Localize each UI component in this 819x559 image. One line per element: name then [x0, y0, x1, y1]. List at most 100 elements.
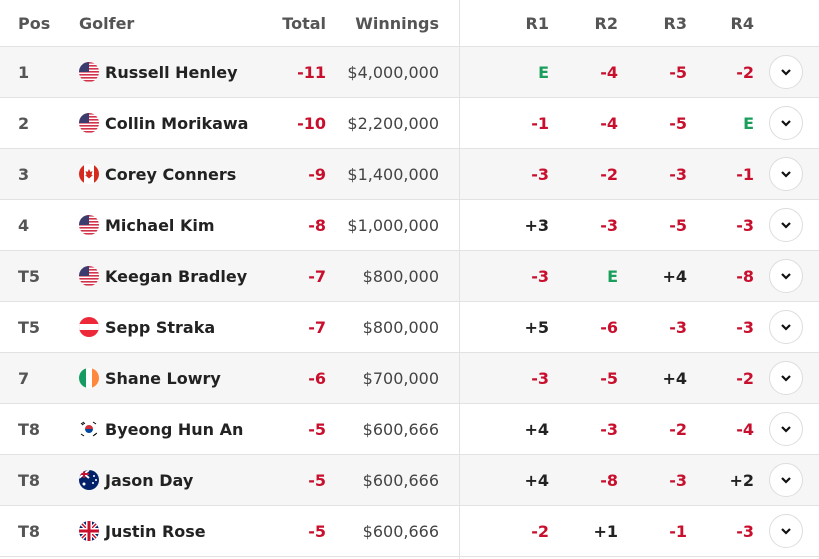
winnings: $800,000 [362, 266, 439, 286]
chevron-down-icon [781, 222, 791, 229]
australia-flag-icon [79, 470, 99, 490]
total-score: -7 [308, 317, 326, 337]
position: 7 [18, 368, 30, 388]
chevron-down-icon [781, 477, 791, 484]
r1-score: +4 [524, 470, 549, 490]
table-row[interactable]: T8 Justin Rose -5 $600,666 -2 +1 -1 -3 [0, 506, 819, 557]
r2-score: -2 [600, 164, 618, 184]
total-score: -7 [308, 266, 326, 286]
table-row[interactable]: T5 Sepp Straka -7 $800,000 +5 -6 -3 -3 [0, 302, 819, 353]
golfer-name[interactable]: Keegan Bradley [105, 266, 248, 286]
r3-score: -5 [669, 113, 687, 133]
header-total[interactable]: Total [282, 13, 326, 33]
golfer-cell: Corey Conners [79, 149, 236, 199]
table-row[interactable]: T5 Keegan Bradley -7 $800,000 -3 E +4 -8 [0, 251, 819, 302]
r2-score: -3 [600, 215, 618, 235]
r1-score: -3 [531, 164, 549, 184]
r4-score: -2 [736, 62, 754, 82]
winnings: $2,200,000 [347, 113, 439, 133]
table-row[interactable]: 2 Collin Morikawa -10 $2,200,000 -1 -4 -5 E [0, 98, 819, 149]
table-header: Pos Golfer Total Winnings R1 R2 R3 R4 [0, 0, 819, 47]
header-r4[interactable]: R4 [730, 13, 754, 33]
total-score: -5 [308, 521, 326, 541]
r3-score: +4 [662, 266, 687, 286]
golfer-name[interactable]: Byeong Hun An [105, 419, 244, 439]
golfer-name[interactable]: Justin Rose [105, 521, 206, 541]
chevron-down-icon [781, 528, 791, 535]
r4-score: -8 [736, 266, 754, 286]
r4-score: -4 [736, 419, 754, 439]
expand-button[interactable] [769, 157, 803, 191]
golfer-cell: Jason Day [79, 455, 193, 505]
r3-score: -3 [669, 317, 687, 337]
r1-score: -3 [531, 266, 549, 286]
expand-button[interactable] [769, 106, 803, 140]
r4-score: -3 [736, 317, 754, 337]
golfer-name[interactable]: Sepp Straka [105, 317, 216, 337]
r2-score: -4 [600, 62, 618, 82]
header-r2[interactable]: R2 [594, 13, 618, 33]
chevron-down-icon [781, 69, 791, 76]
header-pos[interactable]: Pos [18, 13, 51, 33]
golfer-name[interactable]: Russell Henley [105, 62, 238, 82]
expand-button[interactable] [769, 463, 803, 497]
expand-button[interactable] [769, 259, 803, 293]
r3-score: -1 [669, 521, 687, 541]
header-r1[interactable]: R1 [525, 13, 549, 33]
golfer-cell: Justin Rose [79, 506, 206, 556]
winnings: $4,000,000 [347, 62, 439, 82]
golfer-name[interactable]: Shane Lowry [105, 368, 221, 388]
expand-button[interactable] [769, 412, 803, 446]
usa-flag-icon [79, 113, 99, 133]
chevron-down-icon [781, 426, 791, 433]
expand-button[interactable] [769, 514, 803, 548]
header-winnings[interactable]: Winnings [355, 13, 439, 33]
chevron-down-icon [781, 120, 791, 127]
total-score: -9 [308, 164, 326, 184]
golfer-name[interactable]: Michael Kim [105, 215, 215, 235]
table-row[interactable]: T8 Jason Day -5 $600,666 +4 -8 -3 +2 [0, 455, 819, 506]
r4-score: E [743, 113, 754, 133]
position: 2 [18, 113, 30, 133]
header-golfer[interactable]: Golfer [79, 13, 135, 33]
header-r3[interactable]: R3 [663, 13, 687, 33]
r2-score: -3 [600, 419, 618, 439]
r1-score: E [538, 62, 549, 82]
table-row[interactable]: 1 Russell Henley -11 $4,000,000 E -4 -5 -2 [0, 47, 819, 98]
r1-score: -2 [531, 521, 549, 541]
r2-score: -4 [600, 113, 618, 133]
r4-score: -1 [736, 164, 754, 184]
golfer-cell: Michael Kim [79, 200, 215, 250]
column-divider [459, 0, 460, 559]
expand-button[interactable] [769, 208, 803, 242]
usa-flag-icon [79, 266, 99, 286]
table-row[interactable]: T8 Byeong Hun An -5 $600,666 +4 -3 -2 -4 [0, 404, 819, 455]
total-score: -5 [308, 470, 326, 490]
table-row[interactable]: 4 Michael Kim -8 $1,000,000 +3 -3 -5 -3 [0, 200, 819, 251]
winnings: $1,400,000 [347, 164, 439, 184]
r3-score: -5 [669, 62, 687, 82]
winnings: $600,666 [362, 419, 439, 439]
r2-score: +1 [593, 521, 618, 541]
golfer-name[interactable]: Corey Conners [105, 164, 237, 184]
golfer-name[interactable]: Collin Morikawa [105, 113, 249, 133]
winnings: $600,666 [362, 521, 439, 541]
austria-flag-icon [79, 317, 99, 337]
r2-score: -8 [600, 470, 618, 490]
chevron-down-icon [781, 273, 791, 280]
chevron-down-icon [781, 171, 791, 178]
golfer-name[interactable]: Jason Day [105, 470, 194, 490]
r3-score: +4 [662, 368, 687, 388]
usa-flag-icon [79, 215, 99, 235]
winnings: $1,000,000 [347, 215, 439, 235]
table-row[interactable]: 7 Shane Lowry -6 $700,000 -3 -5 +4 -2 [0, 353, 819, 404]
total-score: -5 [308, 419, 326, 439]
r2-score: -6 [600, 317, 618, 337]
expand-button[interactable] [769, 55, 803, 89]
chevron-down-icon [781, 375, 791, 382]
position: T5 [18, 317, 41, 337]
expand-button[interactable] [769, 310, 803, 344]
table-row[interactable]: 3 Corey Conners -9 $1,400,000 -3 -2 -3 -1 [0, 149, 819, 200]
expand-button[interactable] [769, 361, 803, 395]
uk-flag-icon [79, 521, 99, 541]
